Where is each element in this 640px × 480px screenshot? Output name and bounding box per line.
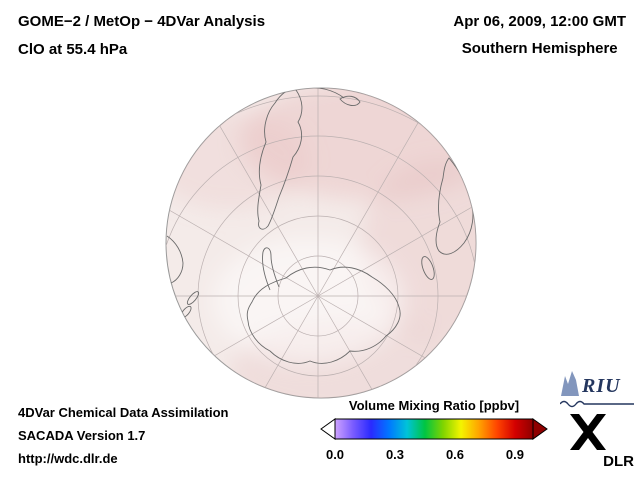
riu-logo: RIU bbox=[559, 370, 636, 414]
footer-credits: 4DVar Chemical Data Assimilation SACADA … bbox=[18, 401, 229, 470]
coastlines bbox=[166, 88, 474, 364]
colorbar-scale bbox=[320, 418, 548, 440]
coast-madagascar bbox=[421, 256, 435, 280]
coast-new-zealand-north bbox=[186, 291, 200, 305]
plot-datetime: Apr 06, 2009, 12:00 GMT Southern Hemisph… bbox=[453, 13, 626, 57]
riu-spires-icon bbox=[561, 371, 579, 396]
colorbar-right-arrow bbox=[532, 418, 548, 440]
colorbar-left-arrow bbox=[320, 418, 336, 440]
date-label: Apr 06, 2009, 12:00 GMT bbox=[453, 13, 626, 30]
coast-australia-edge bbox=[166, 235, 184, 284]
colorbar: Volume Mixing Ratio [ppbv] 0.0 0.3 0.6 0.9 bbox=[320, 398, 548, 463]
colorbar-gradient-bar bbox=[334, 418, 534, 440]
coast-south-america bbox=[257, 88, 303, 230]
dlr-logo-text: DLR bbox=[603, 453, 634, 470]
dlr-cross-icon bbox=[570, 414, 606, 450]
colorbar-tick-label: 0.0 bbox=[325, 447, 345, 462]
colorbar-tick-label: 0.9 bbox=[505, 447, 525, 462]
colorbar-tick-label: 0.3 bbox=[385, 447, 405, 462]
plot-title: GOME−2 / MetOp − 4DVar Analysis ClO at 5… bbox=[18, 13, 265, 58]
title-line-1: GOME−2 / MetOp − 4DVar Analysis bbox=[18, 13, 266, 30]
credit-url: http://wdc.dlr.de bbox=[18, 451, 118, 466]
coast-caribbean bbox=[339, 95, 361, 106]
credit-line-1: 4DVar Chemical Data Assimilation bbox=[18, 405, 229, 420]
riu-waves-icon bbox=[559, 400, 634, 408]
colorbar-ticks: 0.0 0.3 0.6 0.9 bbox=[320, 447, 548, 463]
coast-antarctica bbox=[246, 266, 401, 364]
riu-logo-text: RIU bbox=[582, 375, 621, 397]
region-label: Southern Hemisphere bbox=[461, 40, 618, 57]
colorbar-tick-label: 0.6 bbox=[445, 447, 465, 462]
coast-antarctic-peninsula bbox=[262, 247, 280, 291]
credit-line-2: SACADA Version 1.7 bbox=[18, 428, 146, 443]
dlr-logo: DLR bbox=[566, 408, 636, 470]
colorbar-title: Volume Mixing Ratio [ppbv] bbox=[348, 398, 520, 413]
title-line-2: ClO at 55.4 hPa bbox=[18, 41, 128, 58]
